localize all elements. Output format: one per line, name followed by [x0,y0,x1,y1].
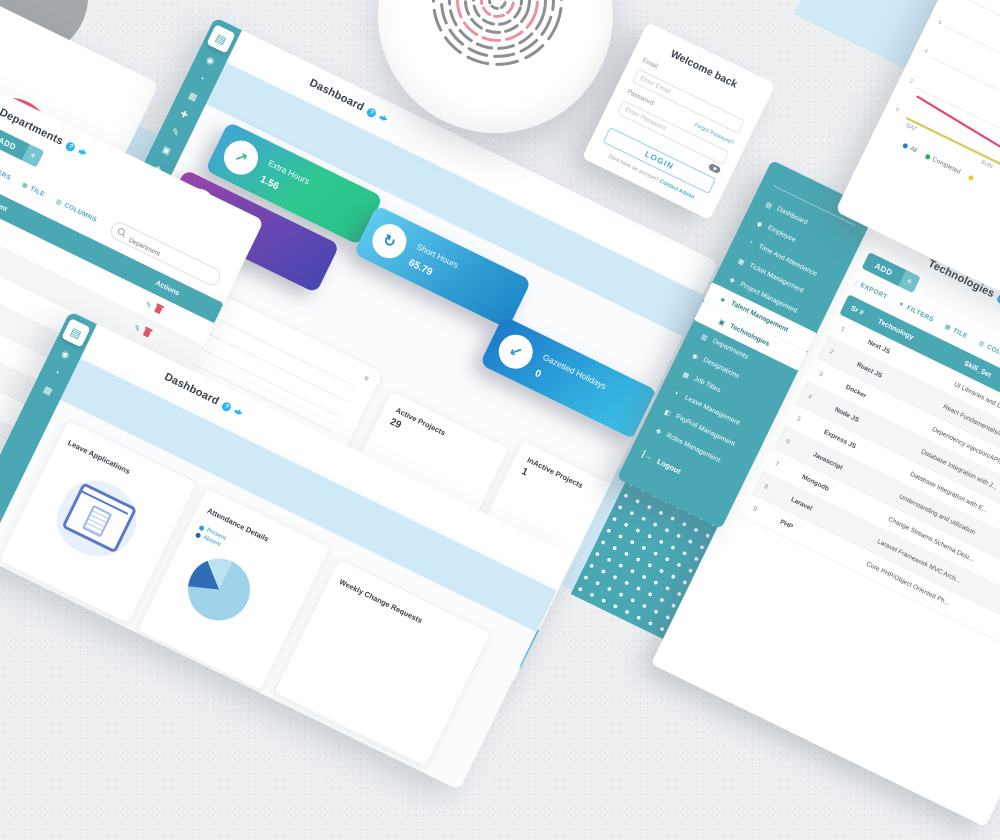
toolbar-icon: ▥ [54,198,63,207]
toolbar-icon: ▥ [977,340,986,349]
speaker-icon[interactable] [234,407,246,418]
y-tick: 4 [922,48,929,56]
gazetted-holidays-card: ↙ Gazetted Holidays 0 [479,315,658,440]
menu-item-icon: ✚ [654,427,663,437]
toolbar-item[interactable]: ▥ COLUMNS [55,197,98,223]
hrm-collage: { "colors":{"teal":"#4aa7b4","band_blue"… [0,0,1000,562]
sidebar-icon[interactable]: ◔ [197,72,207,85]
logout-label: Logout [655,456,683,476]
menu-item-icon: ▤ [764,200,774,210]
toolbar-icon: ▼ [897,300,906,309]
toolbar-label: EXPORT [859,281,889,301]
legend-label: All [908,145,919,155]
toolbar-item[interactable]: ▦ TILE [943,323,968,340]
toolbar-label: TILE [29,184,47,198]
toolbar-item[interactable]: ↓ EXPORT [853,279,889,301]
dashboard-icon[interactable]: ▤ [61,318,91,348]
toolbar-label: FILTERS [0,162,13,182]
delete-icon[interactable] [154,305,163,315]
sidebar-icon[interactable]: ◉ [204,54,217,67]
legend-item[interactable] [967,174,977,183]
toolbar-item[interactable]: ▦ TILE [21,181,46,198]
toolbar-label: FILTERS [905,304,935,324]
edit-icon[interactable]: ✎ [132,322,142,334]
leave-illustration [31,459,167,583]
sidebar-icon[interactable]: ✚ [178,108,190,121]
dashboard-icon[interactable]: ▤ [206,24,236,54]
toolbar-icon: ↓ [853,279,860,287]
menu-item-icon: ◧ [663,408,672,418]
legend-dot [198,524,206,532]
sidebar-icon[interactable]: ◔ [52,366,62,379]
toolbar-item[interactable]: ▼ FILTERS [0,158,12,181]
stat-value: 65.79 [406,257,434,279]
refresh-icon: ↻ [366,218,413,264]
document-icon [81,504,112,538]
legend-dot [194,531,202,539]
search-icon [116,226,126,237]
weekly-chart-panel: 86420 SATSUNMON All Completed [835,0,1000,315]
show-password-icon[interactable] [707,162,722,175]
legend-dot [901,142,909,150]
legend-label: Completed [931,156,962,176]
logout-icon: → [641,449,655,463]
menu-item-icon: ◉ [691,351,700,361]
toolbar-label: TILE [951,326,969,341]
delete-icon[interactable] [142,328,152,338]
sidebar-icon[interactable]: ▣ [160,143,173,157]
sidebar-icon[interactable]: ✎ [169,126,182,139]
toolbar-icon: ▦ [943,323,952,332]
speaker-icon[interactable] [379,113,391,124]
toolbar-label: COLUMNS [62,201,99,224]
menu-item-icon: ✚ [728,276,737,286]
stat-value: 0 [532,368,543,381]
menu-item-icon: ▦ [736,257,746,267]
edit-icon[interactable]: ✎ [143,299,154,311]
menu-item-icon: ▥ [700,332,709,342]
stat-value: 1.56 [258,173,281,193]
menu-item-icon: ◉ [755,219,764,229]
menu-item-icon: ▣ [717,317,727,327]
chart-menu-icon[interactable]: ≡ [362,373,371,384]
menu-item-icon: ◔ [747,238,754,247]
arrow-down-left-icon: ↙ [492,328,539,375]
help-icon[interactable]: ? [220,400,233,413]
legend-item[interactable]: All [901,142,919,155]
menu-item-icon: ◈ [719,295,727,304]
help-icon[interactable]: ? [64,140,78,153]
speaker-icon[interactable] [78,147,90,158]
help-icon[interactable]: ? [996,293,1000,306]
fingerprint-icon [431,0,563,66]
weekly-line-chart [906,95,1000,198]
sidebar-icon[interactable]: ◉ [59,348,72,361]
sidebar-icon[interactable]: ▦ [41,384,54,397]
stat-label: Gazetted Holidays [541,351,609,392]
y-tick: 2 [908,77,915,85]
toolbar-icon: ▦ [20,181,29,190]
legend-dot [924,153,932,161]
legend-dot [967,174,975,182]
login-card: Welcome back Email Password Forgot Passw… [581,22,776,220]
menu-item-icon: ▦ [681,370,691,380]
menu-item-icon: ◐ [673,389,681,398]
help-icon[interactable]: ? [365,106,378,119]
legend-item[interactable]: Completed [924,153,962,176]
y-tick: 6 [937,19,943,26]
trend-up-icon: ↗ [218,134,264,181]
card-title: Weekly Change Requests [337,577,424,626]
y-tick: 0 [894,106,900,114]
sidebar-icon[interactable]: ▦ [186,90,199,103]
